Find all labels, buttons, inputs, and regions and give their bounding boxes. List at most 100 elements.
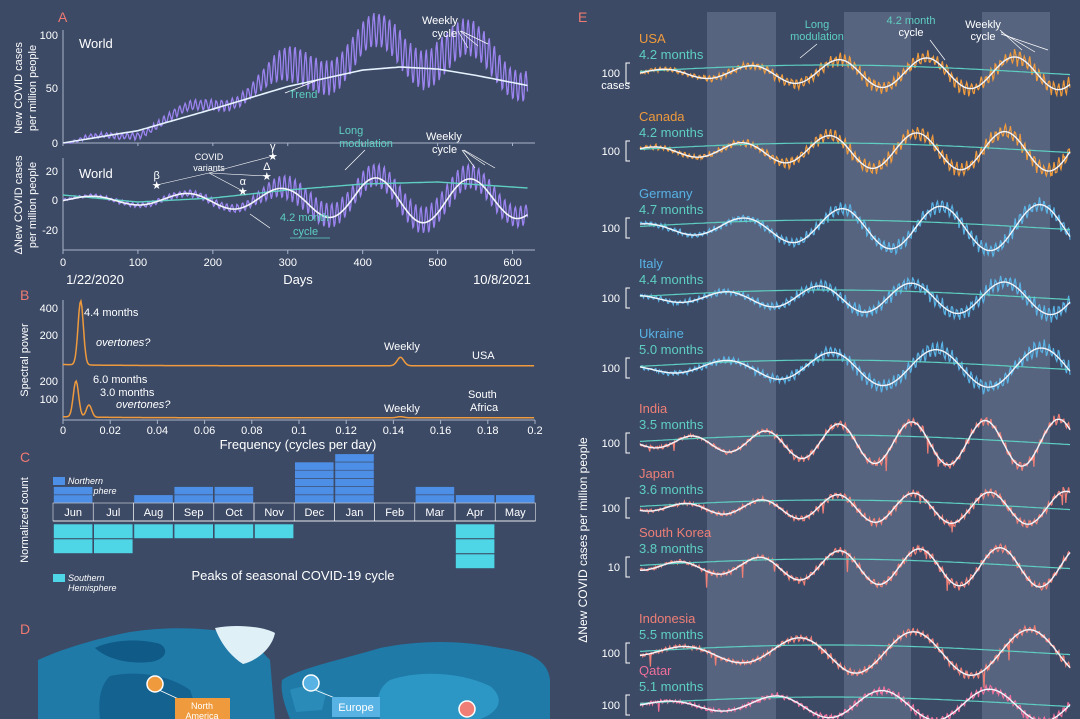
b-xtick-label-10: 0.2: [527, 425, 542, 437]
e-country-name: South Korea: [639, 525, 712, 540]
e-scale-bar: [625, 287, 630, 309]
a-top-weekly-pointers: [457, 30, 489, 49]
a-bot-ytick-20: 20: [46, 166, 58, 178]
b-sa-ytick-200: 200: [40, 376, 58, 388]
map-north-america-inner: [95, 640, 166, 663]
b-usa-peak-label: 4.4 months: [84, 307, 139, 319]
c-north-bar-Oct-0: [214, 494, 254, 504]
e-long-modulation-series: [639, 219, 1071, 231]
e-scale-label: 100: [602, 146, 620, 158]
a-top-ytick-0: 0: [52, 138, 58, 150]
variant-pointer-1: [208, 172, 243, 192]
e-scale-bar: [625, 62, 630, 84]
e-country-name: USA: [639, 31, 666, 46]
e-country-period: 4.2 months: [639, 125, 704, 140]
trend-pointer: [284, 79, 319, 94]
c-month-label-Aug: Aug: [144, 507, 164, 519]
e-country-name: Japan: [639, 466, 674, 481]
c-north-bar-Jan-3: [334, 469, 375, 479]
map-marker-north-america[interactable]: [146, 675, 164, 693]
a-xtick-label-0: 0: [60, 257, 66, 269]
a-bot-ylabel-2: per million people: [27, 162, 39, 248]
c-south-bar-Aug-0: [133, 523, 174, 539]
a-xtick-label-600: 600: [503, 257, 521, 269]
panel-b: Spectral power 400 200 200 100 4.4 month…: [19, 298, 543, 452]
a-bot-ytick-0: 0: [52, 195, 58, 207]
a-bot-cycle-label-2: cycle: [293, 226, 318, 238]
e-raw-series: [639, 48, 1071, 98]
map-label-bg-na: [175, 698, 230, 719]
a-xtick-label-100: 100: [129, 257, 147, 269]
e-raw-series: [639, 339, 1071, 395]
c-north-bar-Dec-1: [294, 486, 335, 496]
a-bot-cycle-label-1: 4.2 month: [280, 212, 329, 224]
variant-markers: ★β★α ★Δ★γ: [152, 141, 278, 198]
e-scale-bar: [625, 556, 630, 578]
a-bot-cycle-series: [62, 177, 528, 224]
a-xtick-label-400: 400: [354, 257, 372, 269]
b-ylabel: Spectral power: [19, 323, 31, 397]
c-north-bar-Sep-0: [173, 494, 214, 504]
map-marker-europe[interactable]: [302, 674, 320, 692]
c-north-bar-Mar-1: [414, 486, 455, 496]
variant-star-3: ★: [268, 151, 278, 163]
e-scale-label: 100: [602, 700, 620, 712]
a-top-ylabel-2: per million people: [27, 45, 39, 131]
variant-star-2: ★: [262, 171, 272, 183]
b-xtick-label-2: 0.04: [147, 425, 168, 437]
b-xticks: 0 0.02 0.04 0.06 0.08 0.1 0.12 0.14 0.16 0.18 0.2: [60, 420, 543, 437]
c-month-label-Apr: Apr: [467, 507, 484, 519]
e-scale-bar: [625, 217, 630, 239]
c-month-label-Oct: Oct: [225, 507, 242, 519]
panel-label-d: D: [20, 621, 30, 637]
e-country-name: Qatar: [639, 663, 672, 678]
a-bot-ytick-m20: -20: [42, 225, 58, 237]
a-xtick-label-300: 300: [279, 257, 297, 269]
b-sa-name-2: Africa: [470, 402, 499, 414]
a-top-ytick-50: 50: [46, 83, 58, 95]
c-south-bar-Nov-0: [254, 523, 295, 539]
c-south-bar-Apr-1: [455, 538, 496, 554]
c-north-bar-Mar-0: [414, 494, 455, 504]
e-long-modulation-series: [639, 142, 1071, 154]
e-cycle-series: [639, 418, 1071, 467]
c-south-legend-swatch: [53, 574, 65, 582]
variant-pointer-2: [208, 172, 267, 177]
a-top-weekly-2: cycle: [432, 28, 457, 40]
a-bot-long-modulation-series: [62, 181, 528, 203]
e-cycle-series: [639, 203, 1071, 252]
panel-c: Normalized count Northern Hemisphere Sou…: [19, 453, 536, 593]
c-north-bar-Jun-0: [53, 494, 94, 504]
e-country-name: Germany: [639, 186, 693, 201]
c-title: Peaks of seasonal COVID-19 cycle: [191, 568, 394, 583]
b-usa-name: USA: [472, 350, 495, 362]
e-cycle-series: [639, 490, 1071, 526]
a-start-date: 1/22/2020: [66, 272, 124, 287]
b-xtick-label-1: 0.02: [99, 425, 120, 437]
a-bot-region: World: [79, 166, 113, 181]
a-bot-weekly-pointers: [461, 149, 496, 169]
b-xtick-label-7: 0.14: [383, 425, 404, 437]
variant-symbol-2: Δ: [263, 161, 271, 173]
e-country-name: India: [639, 401, 668, 416]
e-scale-label: 100: [602, 68, 620, 80]
e-country-period: 4.2 months: [639, 47, 704, 62]
c-north-bar-Dec-0: [294, 494, 335, 504]
a-bot-weekly-2: cycle: [432, 144, 457, 156]
e-long-modulation-series: [639, 499, 1071, 511]
c-month-label-Jan: Jan: [346, 507, 364, 519]
c-north-bar-Dec-2: [294, 478, 335, 487]
b-sa-peak2: 3.0 months: [100, 387, 155, 399]
b-usa-ytick-200: 200: [40, 330, 58, 342]
e-scale-label: 10: [608, 562, 620, 574]
map-label-na-2: America: [185, 711, 218, 719]
c-month-label-Jul: Jul: [106, 507, 120, 519]
map-marker-asia[interactable]: [458, 700, 476, 718]
